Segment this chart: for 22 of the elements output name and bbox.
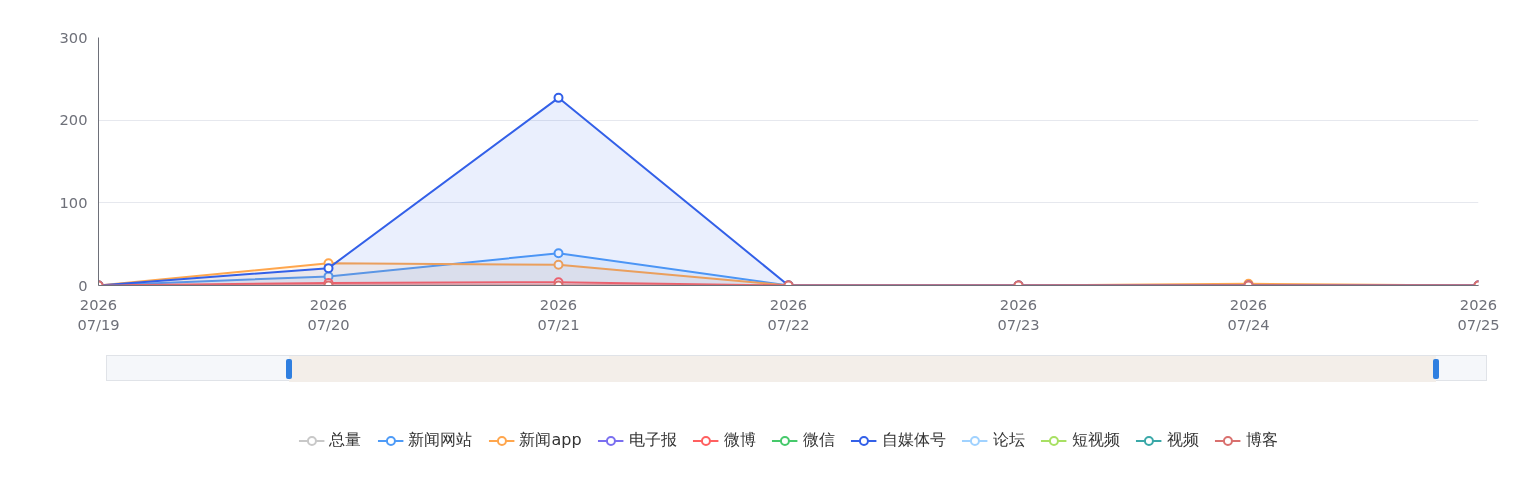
legend-label: 短视频 (1071, 429, 1120, 451)
y-tick-label: 300 (59, 28, 88, 46)
legend-label: 视频 (1166, 429, 1199, 451)
legend-label: 总量 (329, 429, 362, 451)
legend-label: 博客 (1245, 429, 1278, 451)
x-tick-label: 2026 07/19 (77, 295, 120, 333)
x-tick-label: 2026 07/25 (1457, 295, 1500, 333)
legend-label: 自媒体号 (881, 429, 946, 451)
legend-label: 微博 (723, 429, 756, 451)
legend-label: 新闻app (519, 429, 582, 451)
legend-label: 微信 (802, 429, 835, 451)
legend-label: 电子报 (628, 429, 677, 451)
x-tick-label: 2026 07/24 (1227, 295, 1270, 333)
y-tick-label: 200 (59, 111, 88, 129)
legend-label: 论坛 (992, 429, 1025, 451)
x-tick-label: 2026 07/21 (537, 295, 580, 333)
x-tick-label: 2026 07/22 (767, 295, 810, 333)
y-tick-label: 0 (78, 276, 88, 294)
x-tick-label: 2026 07/23 (997, 295, 1040, 333)
x-tick-label: 2026 07/20 (307, 295, 350, 333)
y-tick-label: 100 (59, 193, 88, 211)
legend-label: 新闻网站 (408, 429, 473, 451)
